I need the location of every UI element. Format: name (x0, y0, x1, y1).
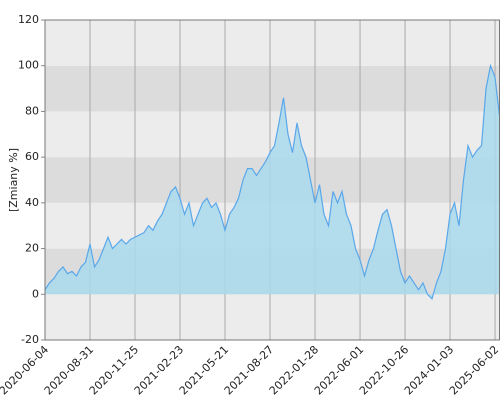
y-tick-label: 120 (18, 13, 39, 26)
area (45, 65, 500, 299)
band (45, 294, 500, 340)
band (45, 20, 500, 66)
y-tick-label: -20 (21, 333, 39, 346)
line (44, 63, 500, 301)
band (45, 65, 500, 112)
y-tick-label: 20 (25, 242, 39, 255)
y-tick-label: 60 (25, 150, 39, 163)
y-tick-label: 100 (18, 59, 39, 72)
y-tick-label: 0 (32, 287, 39, 300)
y-axis-label: [Zmiany %] (7, 148, 20, 212)
y-tick-label: 80 (25, 104, 39, 117)
y-tick-label: 40 (25, 196, 39, 209)
